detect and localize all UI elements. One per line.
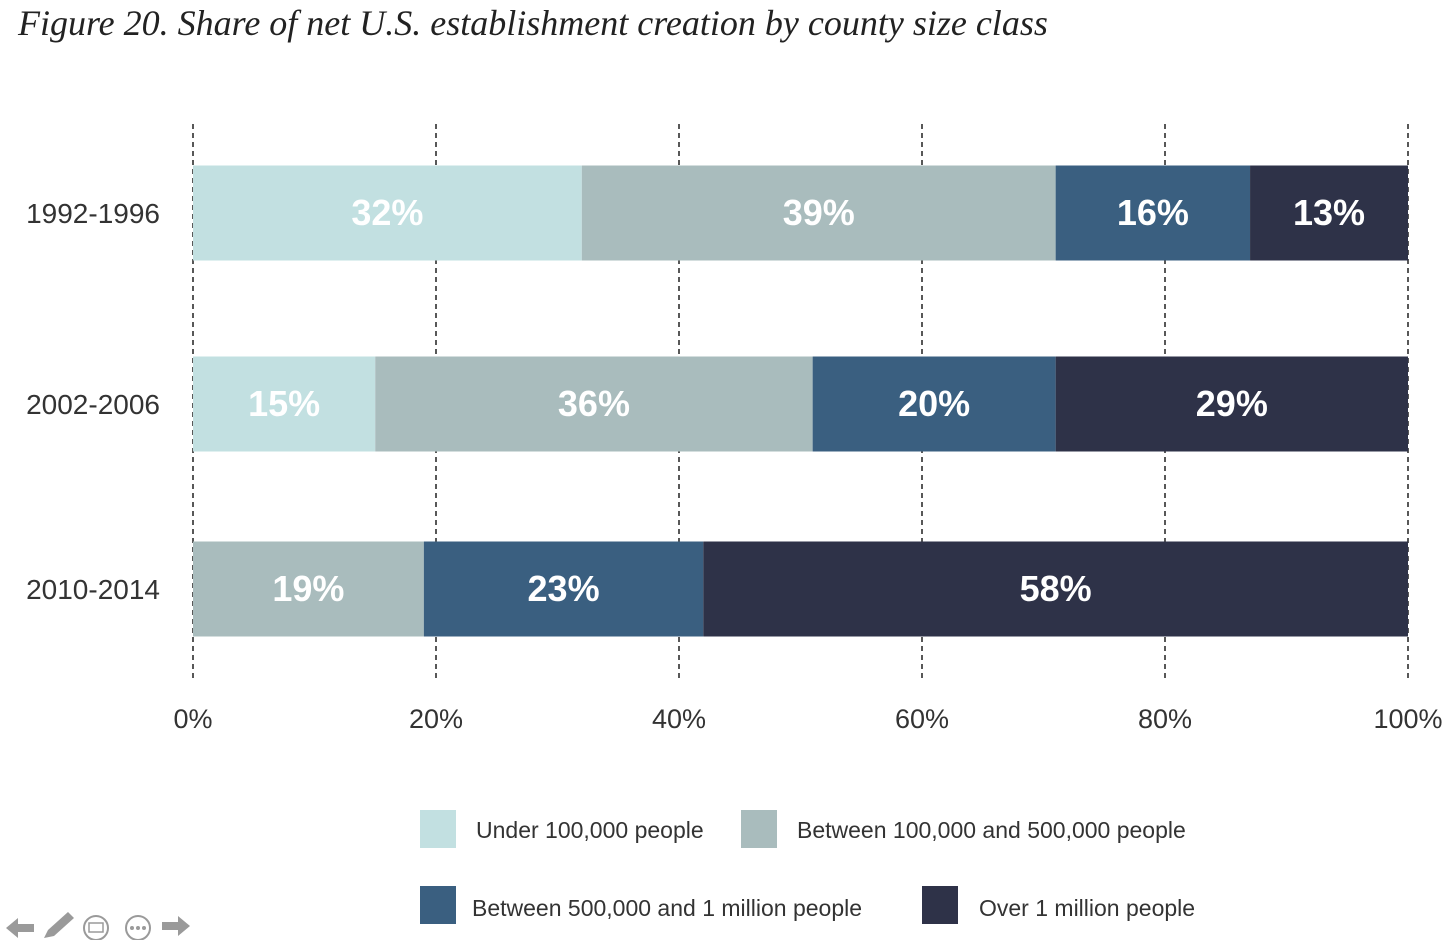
x-tick-label: 100% bbox=[1373, 704, 1442, 734]
legend-swatch bbox=[922, 886, 958, 924]
legend-label: Under 100,000 people bbox=[476, 817, 704, 843]
bar-segment bbox=[193, 356, 376, 452]
bar-segment bbox=[1055, 165, 1251, 261]
legend-swatch bbox=[420, 810, 456, 848]
bar-segment bbox=[1250, 165, 1408, 261]
legend-label: Between 500,000 and 1 million people bbox=[472, 895, 862, 921]
data-label: 13% bbox=[1293, 192, 1365, 233]
data-label: 19% bbox=[272, 568, 344, 609]
data-label: 39% bbox=[783, 192, 855, 233]
x-tick-label: 20% bbox=[409, 704, 463, 734]
data-label: 29% bbox=[1196, 383, 1268, 424]
data-label: 23% bbox=[528, 568, 600, 609]
category-label: 2002-2006 bbox=[26, 389, 160, 420]
category-label: 2010-2014 bbox=[26, 574, 160, 605]
data-label: 32% bbox=[351, 192, 423, 233]
bars: 32% 39% 16% 13% 15% 36% 20% 29% 19% 23% 58% bbox=[193, 165, 1408, 637]
legend-swatch bbox=[420, 886, 456, 924]
pen-icon[interactable] bbox=[44, 912, 74, 938]
data-label: 58% bbox=[1020, 568, 1092, 609]
arrow-left-icon[interactable] bbox=[6, 918, 34, 938]
data-label: 20% bbox=[898, 383, 970, 424]
bar-segment bbox=[423, 541, 704, 637]
arrow-right-icon[interactable] bbox=[162, 916, 190, 936]
slide-navigation bbox=[6, 912, 190, 940]
bar-segment bbox=[812, 356, 1056, 452]
legend-label: Over 1 million people bbox=[979, 895, 1195, 921]
more-icon[interactable] bbox=[125, 915, 151, 940]
captions-icon[interactable] bbox=[83, 915, 109, 940]
chart-title: Figure 20. Share of net U.S. establishme… bbox=[18, 3, 1048, 43]
x-tick-label: 40% bbox=[652, 704, 706, 734]
legend-label: Between 100,000 and 500,000 people bbox=[797, 817, 1186, 843]
x-tick-label: 60% bbox=[895, 704, 949, 734]
bar-segment bbox=[1055, 356, 1408, 452]
data-label: 15% bbox=[248, 383, 320, 424]
bar-segment bbox=[193, 165, 582, 261]
category-labels: 1992-1996 2002-2006 2010-2014 bbox=[26, 198, 160, 605]
bar-segment bbox=[581, 165, 1056, 261]
x-tick-label: 80% bbox=[1138, 704, 1192, 734]
x-tick-label: 0% bbox=[173, 704, 212, 734]
legend: Under 100,000 people Between 100,000 and … bbox=[420, 810, 1195, 924]
data-label: 36% bbox=[558, 383, 630, 424]
bar-segment bbox=[375, 356, 813, 452]
legend-swatch bbox=[741, 810, 777, 848]
data-label: 16% bbox=[1117, 192, 1189, 233]
bar-segment bbox=[703, 541, 1408, 637]
x-tick-labels: 0% 20% 40% 60% 80% 100% bbox=[173, 704, 1442, 734]
bar-segment bbox=[193, 541, 424, 637]
category-label: 1992-1996 bbox=[26, 198, 160, 229]
